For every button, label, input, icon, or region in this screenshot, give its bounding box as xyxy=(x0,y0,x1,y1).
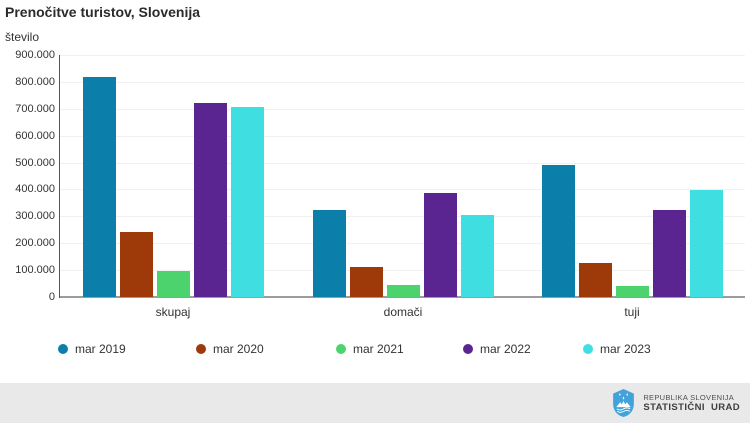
bar-mar-2021-skupaj[interactable] xyxy=(157,271,190,297)
org-name-line2: STATISTIČNI URAD xyxy=(643,402,740,413)
legend-item-mar-2020[interactable]: mar 2020 xyxy=(196,342,264,356)
footer-bar: REPUBLIKA SLOVENIJA STATISTIČNI URAD xyxy=(0,383,750,423)
y-tick-label: 300.000 xyxy=(15,210,55,222)
bar-mar-2023-domači[interactable] xyxy=(461,215,494,297)
legend-color-dot-icon xyxy=(336,344,346,354)
bar-mar-2021-domači[interactable] xyxy=(387,285,420,297)
y-tick-label: 800.000 xyxy=(15,76,55,88)
legend-color-dot-icon xyxy=(196,344,206,354)
legend-item-mar-2022[interactable]: mar 2022 xyxy=(463,342,531,356)
y-axis-unit-label: število xyxy=(5,30,40,44)
y-tick-label: 700.000 xyxy=(15,103,55,115)
bar-mar-2022-skupaj[interactable] xyxy=(194,103,227,297)
bar-mar-2022-domači[interactable] xyxy=(424,193,457,297)
gridline xyxy=(60,189,745,190)
legend-item-mar-2019[interactable]: mar 2019 xyxy=(58,342,126,356)
org-name: REPUBLIKA SLOVENIJA STATISTIČNI URAD xyxy=(643,393,740,413)
legend-color-dot-icon xyxy=(583,344,593,354)
bar-mar-2023-tuji[interactable] xyxy=(690,190,723,297)
gridline xyxy=(60,163,745,164)
org-name-line1: REPUBLIKA SLOVENIJA xyxy=(643,393,735,402)
bar-mar-2020-skupaj[interactable] xyxy=(120,232,153,297)
gridline xyxy=(60,55,745,56)
bar-mar-2020-domači[interactable] xyxy=(350,267,383,297)
x-category-label: domači xyxy=(383,305,423,319)
bar-mar-2021-tuji[interactable] xyxy=(616,286,649,297)
y-tick-label: 200.000 xyxy=(15,237,55,249)
gridline xyxy=(60,243,745,244)
legend-label: mar 2023 xyxy=(600,342,651,356)
slovenia-coat-of-arms-icon xyxy=(613,389,635,417)
legend-label: mar 2020 xyxy=(213,342,264,356)
gridline xyxy=(60,270,745,271)
legend-item-mar-2023[interactable]: mar 2023 xyxy=(583,342,651,356)
y-tick-label: 100.000 xyxy=(15,264,55,276)
bar-mar-2022-tuji[interactable] xyxy=(653,210,686,297)
x-category-label: tuji xyxy=(624,305,640,319)
y-axis-line xyxy=(59,55,60,298)
y-tick-label: 500.000 xyxy=(15,157,55,169)
gridline xyxy=(60,82,745,83)
legend-color-dot-icon xyxy=(463,344,473,354)
statistical-office-logo: REPUBLIKA SLOVENIJA STATISTIČNI URAD xyxy=(613,389,740,417)
bar-mar-2019-domači[interactable] xyxy=(313,210,346,297)
chart-title: Prenočitve turistov, Slovenija xyxy=(5,4,201,20)
bar-mar-2020-tuji[interactable] xyxy=(579,263,612,297)
x-category-label: skupaj xyxy=(155,305,191,319)
x-axis-line xyxy=(59,296,745,298)
legend-label: mar 2022 xyxy=(480,342,531,356)
gridline xyxy=(60,216,745,217)
legend-color-dot-icon xyxy=(58,344,68,354)
y-tick-label: 0 xyxy=(48,291,55,303)
legend-label: mar 2021 xyxy=(353,342,404,356)
gridline xyxy=(60,109,745,110)
legend-item-mar-2021[interactable]: mar 2021 xyxy=(336,342,404,356)
gridline xyxy=(60,136,745,137)
bar-mar-2019-tuji[interactable] xyxy=(542,165,575,297)
legend-label: mar 2019 xyxy=(75,342,126,356)
bar-mar-2023-skupaj[interactable] xyxy=(231,107,264,297)
bar-mar-2019-skupaj[interactable] xyxy=(83,77,116,297)
y-tick-label: 400.000 xyxy=(15,183,55,195)
y-tick-label: 900.000 xyxy=(15,49,55,61)
y-tick-label: 600.000 xyxy=(15,130,55,142)
